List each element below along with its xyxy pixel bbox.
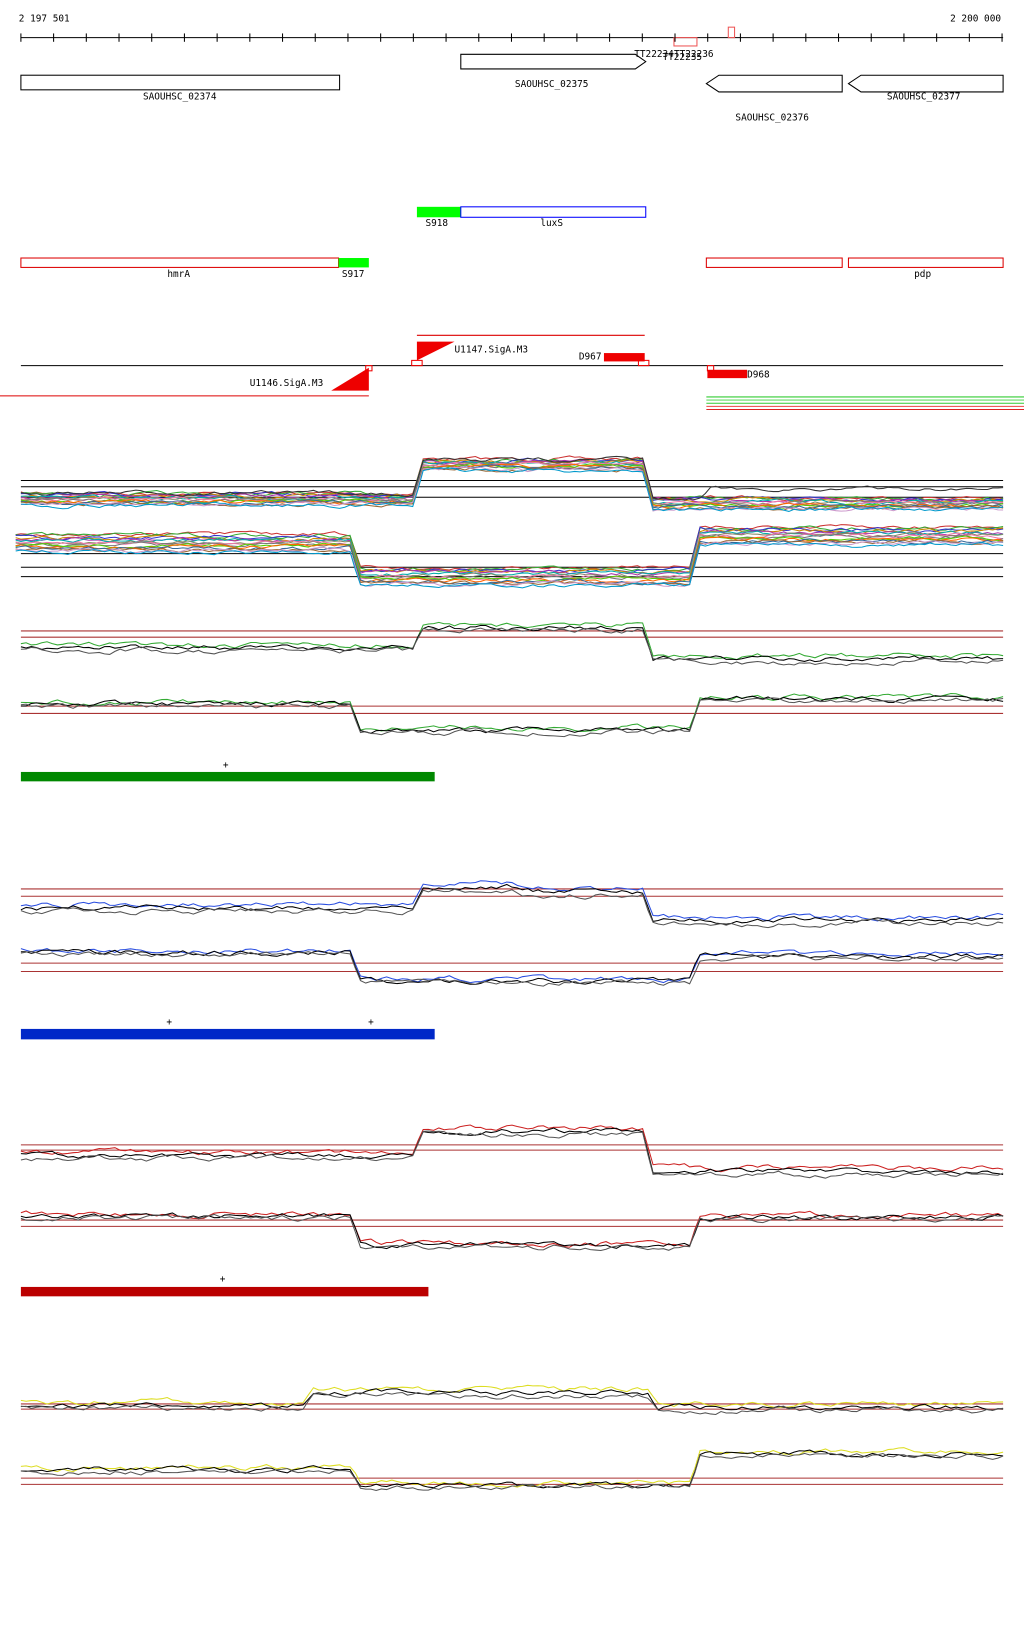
gene-box xyxy=(20,74,341,91)
promoter-tick xyxy=(637,359,650,367)
marker: + xyxy=(368,1017,374,1028)
promoter-box xyxy=(603,353,645,362)
promoter-tick xyxy=(706,365,715,372)
signal-trace xyxy=(15,529,1004,576)
marker: + xyxy=(166,1017,172,1028)
region-bar xyxy=(20,771,435,782)
layout xyxy=(0,26,1024,1297)
signal-trace xyxy=(20,1452,1004,1492)
signal-trace xyxy=(20,692,1004,733)
feature-box xyxy=(705,257,843,268)
signal-trace xyxy=(20,455,1004,501)
promoter-flag xyxy=(416,341,455,361)
ruler-end: 2 200 000 xyxy=(950,13,1001,24)
signal-trace xyxy=(15,538,1004,586)
feature-label: pdp xyxy=(914,269,931,280)
terminator-label: TT22234 xyxy=(634,49,674,60)
promoter-label: D968 xyxy=(747,370,770,381)
promoter-label: D967 xyxy=(579,352,602,363)
signal-trace xyxy=(15,533,1004,581)
signal-trace xyxy=(15,525,1004,573)
signal-trace xyxy=(20,1127,1004,1175)
marker: + xyxy=(220,1274,226,1285)
marker: + xyxy=(223,760,229,771)
promoter-label: U1146.SigA.M3 xyxy=(250,378,324,389)
signal-trace xyxy=(20,1124,1004,1173)
signal-trace xyxy=(15,540,1004,588)
signal-trace xyxy=(15,542,1004,589)
signal-trace xyxy=(20,621,1004,661)
promoter-box xyxy=(707,369,748,379)
signal-trace xyxy=(20,467,1004,512)
gene-arrow xyxy=(705,74,843,93)
terminator-label: TT22235 xyxy=(662,52,702,63)
feature-box xyxy=(338,258,369,268)
gene-label: SAOUHSC_02376 xyxy=(735,113,809,124)
signal-trace xyxy=(20,1449,1004,1489)
labels: 2 197 501 2 200 000 SAOUHSC_02374 SAOUHS… xyxy=(19,13,1002,1285)
promoter-flag xyxy=(331,367,369,391)
feature-label: luxS xyxy=(540,218,563,229)
signal-trace xyxy=(20,697,1004,738)
signal-trace xyxy=(20,1130,1004,1179)
signal-trace xyxy=(20,1213,1004,1252)
region-bar xyxy=(20,1286,429,1297)
feature-box xyxy=(20,257,340,268)
gene-arrow xyxy=(847,74,1004,93)
signal-trace xyxy=(20,466,1004,512)
feature-label: hmrA xyxy=(167,269,190,280)
signal-trace xyxy=(20,1212,1004,1250)
gene-label: SAOUHSC_02374 xyxy=(143,92,217,103)
signal-trace xyxy=(20,948,1004,986)
promoter-tick xyxy=(411,359,423,367)
signal-trace xyxy=(20,888,1004,929)
promoter-label: U1147.SigA.M3 xyxy=(455,344,529,355)
signal-trace xyxy=(20,948,1004,984)
signal-trace xyxy=(20,695,1004,734)
signal-trace xyxy=(20,624,1004,663)
feature-box xyxy=(847,257,1004,268)
signal-trace xyxy=(20,1388,1004,1411)
signal-trace xyxy=(20,950,1004,987)
signal-trace xyxy=(20,883,1004,925)
feature-label: S917 xyxy=(342,269,365,280)
terminator xyxy=(727,26,736,39)
terminator xyxy=(673,37,698,47)
gene-label: SAOUHSC_02377 xyxy=(887,92,961,103)
feature-label: S918 xyxy=(425,218,448,229)
promoter-tick xyxy=(365,365,373,372)
signal-trace xyxy=(20,464,1004,510)
ruler-start: 2 197 501 xyxy=(19,13,70,24)
gene-label: SAOUHSC_02375 xyxy=(515,79,589,90)
signal-trace xyxy=(20,1384,1004,1408)
region-bar xyxy=(20,1028,435,1040)
terminator-label: TT22236 xyxy=(674,49,714,60)
feature-box xyxy=(416,206,461,218)
signal-trace xyxy=(15,539,1004,587)
signal-trace xyxy=(20,1391,1004,1416)
feature-box xyxy=(460,206,647,218)
signal-trace xyxy=(20,627,1004,667)
signal-lines xyxy=(706,396,1024,410)
gene-arrow xyxy=(460,53,647,70)
signal-trace xyxy=(20,880,1004,922)
